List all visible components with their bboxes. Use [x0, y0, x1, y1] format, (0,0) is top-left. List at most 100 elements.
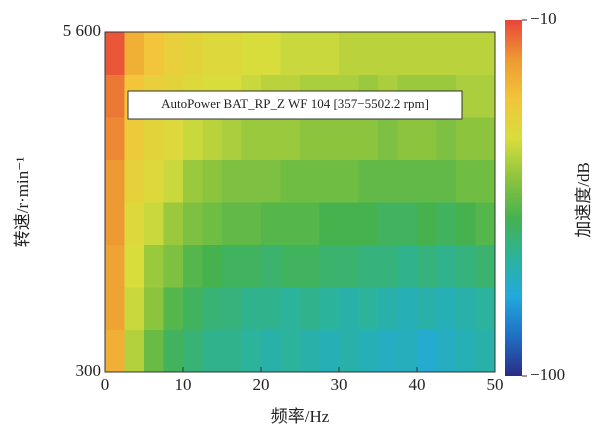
y-axis-label: 转速/r·min⁻¹ [13, 157, 32, 248]
heatmap-cell [456, 329, 476, 373]
heatmap-cell [339, 116, 359, 160]
x-tick-label: 20 [253, 375, 270, 394]
heatmap-cell [319, 159, 340, 203]
heatmap-cell [300, 201, 320, 245]
heatmap-cell [358, 32, 379, 75]
heatmap-cell [475, 244, 496, 288]
colorbar-tick-label: −10 [530, 9, 557, 28]
heatmap-cell [339, 329, 359, 373]
heatmap-cell [319, 116, 340, 160]
heatmap-cell [241, 201, 262, 245]
heatmap-cell [339, 201, 359, 245]
heatmap-cell [397, 286, 418, 330]
heatmap-cell [300, 244, 320, 288]
heatmap-cell [183, 286, 203, 330]
heatmap-cell [378, 286, 398, 330]
heatmap-cell [124, 201, 145, 245]
heatmap-cell [378, 32, 398, 75]
heatmap-cell [378, 201, 398, 245]
heatmap-cell [319, 329, 340, 373]
heatmap-cell [261, 244, 281, 288]
heatmap-cell [319, 244, 340, 288]
heatmap-cell [436, 329, 457, 373]
heatmap-cell [300, 32, 320, 75]
x-tick-label: 10 [175, 375, 192, 394]
heatmap-cell [436, 116, 457, 160]
heatmap-cell [475, 286, 496, 330]
heatmap-cell [300, 159, 320, 203]
heatmap-cell [105, 116, 125, 160]
heatmap-cell [319, 286, 340, 330]
heatmap-cell [183, 201, 203, 245]
heatmap-cell [261, 159, 281, 203]
heatmap-cell [163, 201, 184, 245]
heatmap-cell [280, 116, 301, 160]
heatmap-cell [280, 32, 301, 75]
heatmap-cell [397, 244, 418, 288]
heatmap-cell [280, 244, 301, 288]
heatmap-cell [261, 286, 281, 330]
heatmap-cell [163, 32, 184, 75]
heatmap-cell [261, 32, 281, 75]
heatmap-cell [378, 329, 398, 373]
heatmap-cell [280, 286, 301, 330]
heatmap-cell [378, 244, 398, 288]
x-axis-label: 频率/Hz [271, 407, 330, 426]
heatmap-cell [319, 32, 340, 75]
heatmap-cell [183, 244, 203, 288]
heatmap-cell [378, 116, 398, 160]
heatmap-cell [202, 159, 223, 203]
heatmap-cell [222, 159, 242, 203]
colorbar [505, 20, 522, 376]
heatmap-cell [183, 116, 203, 160]
heatmap-cell [163, 244, 184, 288]
heatmap-cell [417, 329, 437, 373]
heatmap-cell [202, 329, 223, 373]
heatmap-cell [202, 32, 223, 75]
heatmap-cell [358, 329, 379, 373]
heatmap-cell [339, 159, 359, 203]
heatmap-cell [300, 329, 320, 373]
heatmap-cell [202, 286, 223, 330]
heatmap-cell [319, 201, 340, 245]
heatmap-cell [456, 116, 476, 160]
heatmap-cell [202, 244, 223, 288]
heatmap-cell [397, 201, 418, 245]
heatmap-cell [144, 329, 164, 373]
heatmap-cell [163, 159, 184, 203]
heatmap-cell [105, 329, 125, 373]
heatmap-cell [456, 244, 476, 288]
heatmap-cell [436, 32, 457, 75]
heatmap-cell [144, 201, 164, 245]
heatmap-cell [183, 32, 203, 75]
heatmap-cell [105, 159, 125, 203]
heatmap-cell [202, 201, 223, 245]
heatmap-cell [222, 32, 242, 75]
heatmap-cell [183, 329, 203, 373]
heatmap-cell [105, 201, 125, 245]
plot-frame [104, 31, 496, 373]
colorbar-label: 加速度/dB [574, 162, 593, 238]
heatmap-cell [475, 329, 496, 373]
heatmap-cell [241, 329, 262, 373]
heatmap-cell [124, 329, 145, 373]
heatmap [105, 32, 496, 373]
heatmap-cell [144, 244, 164, 288]
heatmap-cell [241, 159, 262, 203]
heatmap-cell [300, 116, 320, 160]
x-tick-label: 30 [331, 375, 348, 394]
heatmap-cell [163, 329, 184, 373]
heatmap-cell [222, 116, 242, 160]
heatmap-cell [124, 116, 145, 160]
annotation-box [127, 90, 463, 120]
heatmap-cell [417, 159, 437, 203]
heatmap-cell [417, 244, 437, 288]
heatmap-cell [105, 32, 125, 75]
heatmap-cell [397, 329, 418, 373]
heatmap-cell [417, 201, 437, 245]
annotation: AutoPower BAT_RP_Z WF 104 [357−5502.2 rp… [161, 96, 429, 111]
heatmap-cell [339, 244, 359, 288]
heatmap-cell [378, 159, 398, 203]
x-tick-label: 40 [409, 375, 426, 394]
heatmap-cell [280, 329, 301, 373]
